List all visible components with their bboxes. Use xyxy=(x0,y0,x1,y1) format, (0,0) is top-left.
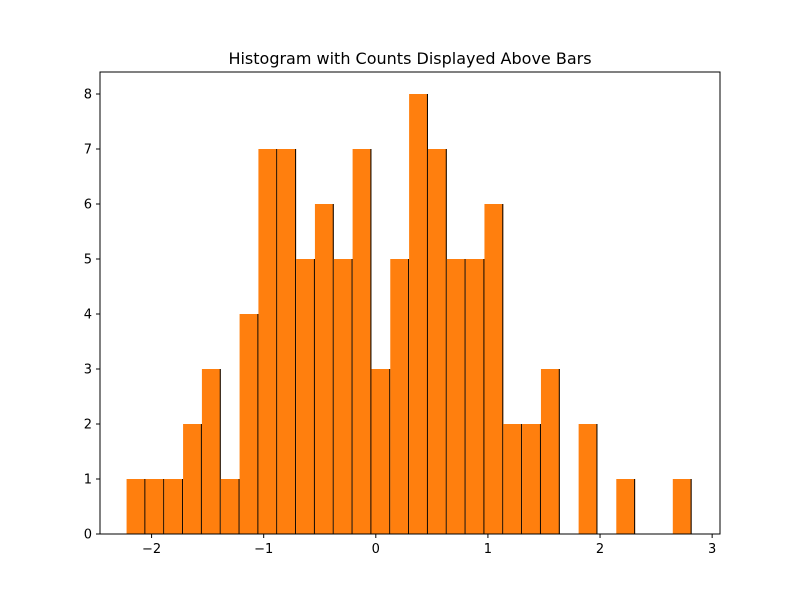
histogram-bar-19 xyxy=(484,204,504,534)
histogram-bar-17 xyxy=(446,259,466,534)
x-tick-label: 0 xyxy=(372,542,380,557)
histogram-bar-13 xyxy=(371,369,391,534)
histogram-bar-20 xyxy=(503,424,523,534)
histogram-bar-15 xyxy=(409,94,428,534)
histogram-bar-8 xyxy=(277,149,297,534)
x-tick-label: 3 xyxy=(708,542,716,557)
y-tick-label: 5 xyxy=(84,253,92,268)
histogram-bar-2 xyxy=(164,479,184,534)
x-tick-label: 2 xyxy=(596,542,604,557)
y-axis: 0 1 2 3 4 5 6 7 8 xyxy=(84,88,100,543)
histogram-bar-26 xyxy=(616,479,636,534)
histogram-bar-21 xyxy=(522,424,541,534)
y-tick-label: 8 xyxy=(84,88,92,103)
histogram-bar-12 xyxy=(352,149,372,534)
histogram-bar-11 xyxy=(333,259,353,534)
histogram-bar-3 xyxy=(183,424,202,534)
axes-frame xyxy=(99,71,721,535)
y-tick-label: 0 xyxy=(84,528,92,543)
y-tick-label: 3 xyxy=(84,363,92,378)
histogram-bar-18 xyxy=(465,259,485,534)
x-tick-label: −1 xyxy=(254,542,273,557)
histogram-bar-10 xyxy=(314,204,334,534)
histogram-bar-22 xyxy=(540,369,560,534)
histogram-bar-24 xyxy=(578,424,598,534)
y-tick-label: 7 xyxy=(84,143,92,158)
bars-group xyxy=(126,94,692,534)
histogram-bar-16 xyxy=(427,149,447,534)
histogram-bar-1 xyxy=(145,479,165,534)
histogram-bar-29 xyxy=(672,479,692,534)
x-tick-label: 1 xyxy=(484,542,492,557)
chart-title: Histogram with Counts Displayed Above Ba… xyxy=(228,49,591,68)
y-tick-label: 6 xyxy=(84,198,92,213)
histogram-bar-9 xyxy=(296,259,315,534)
x-axis: −2 −1 0 1 2 3 xyxy=(142,534,716,557)
y-tick-label: 4 xyxy=(84,308,92,323)
histogram-bar-14 xyxy=(390,259,410,534)
y-tick-label: 2 xyxy=(84,418,92,433)
histogram-bar-7 xyxy=(258,149,278,534)
histogram-bar-6 xyxy=(239,314,259,534)
histogram-bar-4 xyxy=(201,369,221,534)
histogram-bar-5 xyxy=(220,479,240,534)
x-tick-label: −2 xyxy=(142,542,161,557)
y-tick-label: 1 xyxy=(84,473,92,488)
histogram-bar-0 xyxy=(126,479,146,534)
